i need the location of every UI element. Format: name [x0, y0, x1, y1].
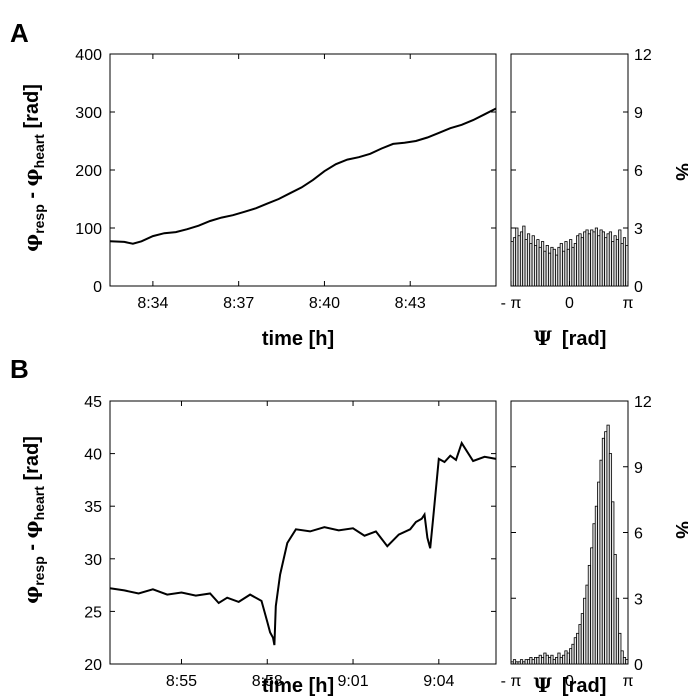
panel-b-y-axis: 20 25 30 35 40 45 [84, 394, 496, 674]
panel-b-x-tick-label: 8:55 [166, 673, 197, 690]
panel-b-y-tick-label: 40 [84, 447, 102, 464]
panel-a-histogram-y-tick-label: 6 [634, 163, 643, 180]
panel-a-y-axis: 0 100 200 300 400 [75, 47, 496, 296]
panel-b-histogram-xlabel: Ψ [rad] [534, 673, 607, 696]
panel-a-x-tick-label: 8:34 [137, 295, 168, 312]
panel-a-series-line [109, 107, 497, 245]
panel-a-histogram-y-tick-label: 3 [634, 221, 643, 238]
panel-a-x-axis: 8:34 8:37 8:40 8:43 [137, 54, 426, 312]
panel-b-y-tick-label: 35 [84, 499, 102, 516]
panel-a-x-tick-label: 8:40 [309, 295, 340, 312]
panel-b-histogram-ylabel: % [671, 521, 688, 539]
panel-a-histogram-y-axis: 0 3 6 9 12 [511, 47, 652, 296]
panel-b-histogram-x-axis: - π 0 π [501, 659, 634, 690]
panel-a-histogram-bars [510, 225, 629, 287]
panel-a-histogram-y-tick-label: 0 [634, 279, 643, 296]
panel-a-ylabel: φresp - φheart [rad] [19, 84, 47, 252]
panel-a-y-tick-label: 0 [93, 279, 102, 296]
panel-a-histogram-x-tick-label: - π [501, 295, 522, 312]
panel-a-label: A [10, 18, 29, 48]
panel-b-plot-frame [109, 400, 497, 665]
panel-b-x-tick-label: 9:04 [423, 673, 454, 690]
panel-a-y-tick-label: 300 [75, 105, 102, 122]
panel-b-series-line [109, 440, 497, 646]
panel-b-histogram-x-tick-label: π [622, 673, 633, 690]
panel-b-histogram-bar [618, 632, 622, 665]
panel-b-y-tick-label: 30 [84, 552, 102, 569]
panel-b-label: B [10, 354, 29, 384]
panel-a-plot-frame [109, 53, 497, 287]
panel-a-x-tick-label: 8:43 [395, 295, 426, 312]
panel-b-xlabel: time [h] [262, 675, 334, 696]
panel-a-histogram-xlabel: Ψ [rad] [534, 326, 607, 350]
panel-a-histogram-ylabel: % [671, 163, 688, 181]
panel-a-histogram-y-tick-label: 9 [634, 105, 643, 122]
panel-b-y-tick-label: 45 [84, 394, 102, 411]
panel-b-y-tick-label: 20 [84, 657, 102, 674]
panel-b-histogram-bar [615, 597, 620, 665]
panel-a-histogram-y-tick-label: 12 [634, 47, 652, 64]
panel-b-x-axis: 8:55 8:58 9:01 9:04 [166, 401, 454, 690]
panel-b-x-tick-label: 8:58 [252, 673, 283, 690]
panel-a-x-tick-label: 8:37 [223, 295, 254, 312]
panel-b-histogram-bars [510, 424, 629, 665]
panel-a-histogram-x-tick-label: 0 [565, 295, 574, 312]
panel-a-histogram-bar [625, 244, 629, 287]
panel-a-y-tick-label: 200 [75, 163, 102, 180]
panel-b-histogram-x-tick-label: - π [501, 673, 522, 690]
panel-a-xlabel: time [h] [262, 328, 334, 350]
panel-b-histogram-y-tick-label: 6 [634, 526, 643, 543]
panel-a-y-tick-label: 400 [75, 47, 102, 64]
panel-b-histogram-y-tick-label: 12 [634, 394, 652, 411]
panel-b-histogram-x-tick-label: 0 [565, 673, 574, 690]
panel-b-histogram-y-tick-label: 3 [634, 591, 643, 608]
panel-a-y-tick-label: 100 [75, 221, 102, 238]
panel-b-histogram-y-tick-label: 9 [634, 460, 643, 477]
panel-a-histogram-x-tick-label: π [622, 295, 633, 312]
panel-b-histogram-y-axis: 0 3 6 9 12 [511, 394, 652, 674]
panel-b-y-tick-label: 25 [84, 604, 102, 621]
panel-a-histogram-x-axis: - π 0 π [501, 281, 634, 312]
panel-b-ylabel: φresp - φheart [rad] [19, 436, 47, 604]
panel-b-histogram-y-tick-label: 0 [634, 657, 643, 674]
panel-b-x-tick-label: 9:01 [337, 673, 368, 690]
